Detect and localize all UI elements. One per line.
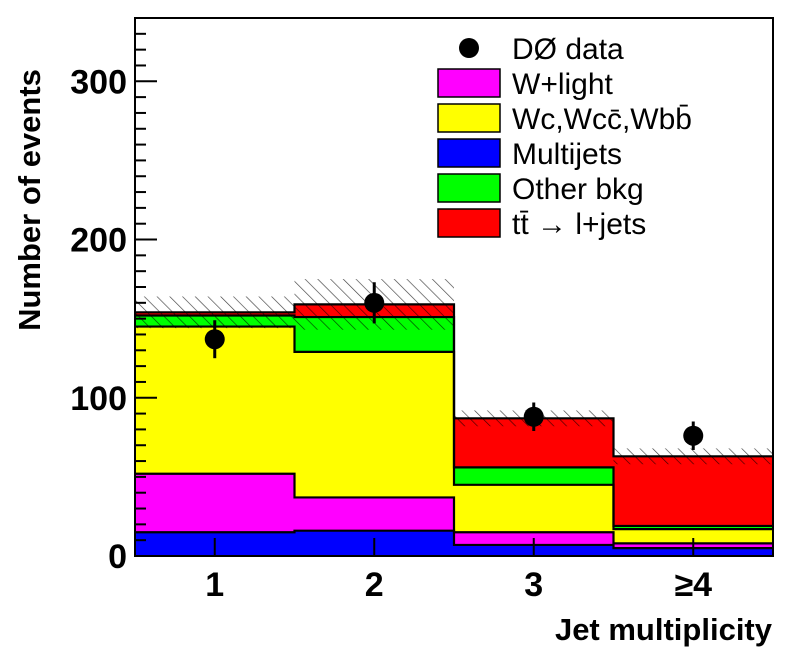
x-tick-label: 3 — [524, 566, 543, 604]
legend-label-6: tt̄ → l+jets — [512, 208, 646, 241]
stack-outline-2 — [135, 472, 773, 545]
plot-area — [135, 279, 773, 556]
y-tick-label: 200 — [70, 222, 127, 260]
y-tick-label: 300 — [70, 63, 127, 101]
data-point-2 — [364, 292, 385, 313]
stack-bar-4-bin-4 — [613, 525, 773, 530]
legend-label-2: W+light — [512, 68, 614, 101]
data-point-4 — [683, 425, 704, 446]
legend-label-3: Wc,Wcc̄,Wbb̄ — [512, 103, 692, 136]
legend-swatch-4 — [437, 138, 501, 168]
uncertainty-band-bin-4 — [613, 448, 773, 465]
legend-swatch-3 — [437, 103, 501, 133]
legend-swatch-6 — [437, 208, 501, 238]
axes: 0 100 200 300 1 2 3 ≥4 — [70, 17, 774, 604]
stack-bar-2-bin-2 — [294, 497, 454, 531]
legend-marker-data — [459, 38, 479, 58]
data-point-1 — [204, 329, 225, 350]
stack-bar-3-bin-4 — [613, 529, 773, 544]
x-tick-label: 2 — [365, 566, 384, 604]
x-tick-label: 1 — [205, 566, 224, 604]
legend-swatch-5 — [437, 173, 501, 203]
stack-bar-5-bin-4 — [613, 456, 773, 526]
stack-outline-1 — [135, 529, 773, 550]
stack-bar-3-bin-3 — [454, 484, 614, 533]
x-tick-label: ≥4 — [674, 566, 712, 604]
legend-label-4: Multijets — [512, 138, 622, 171]
x-axis-title: Jet multiplicity — [555, 612, 773, 647]
stack-bar-4-bin-3 — [454, 467, 614, 485]
y-axis-title: Number of events — [12, 69, 47, 331]
legend-label-1: DØ data — [512, 33, 624, 66]
legend: DØ dataW+lightWc,Wcc̄,Wbb̄MultijetsOther… — [437, 33, 692, 241]
stack-bar-2-bin-1 — [135, 473, 295, 533]
y-tick-label: 0 — [108, 538, 127, 576]
stack-bar-3-bin-2 — [294, 351, 454, 498]
legend-swatch-2 — [437, 68, 501, 98]
legend-label-5: Other bkg — [512, 173, 644, 206]
data-point-3 — [523, 406, 544, 427]
y-tick-label: 100 — [70, 380, 127, 418]
